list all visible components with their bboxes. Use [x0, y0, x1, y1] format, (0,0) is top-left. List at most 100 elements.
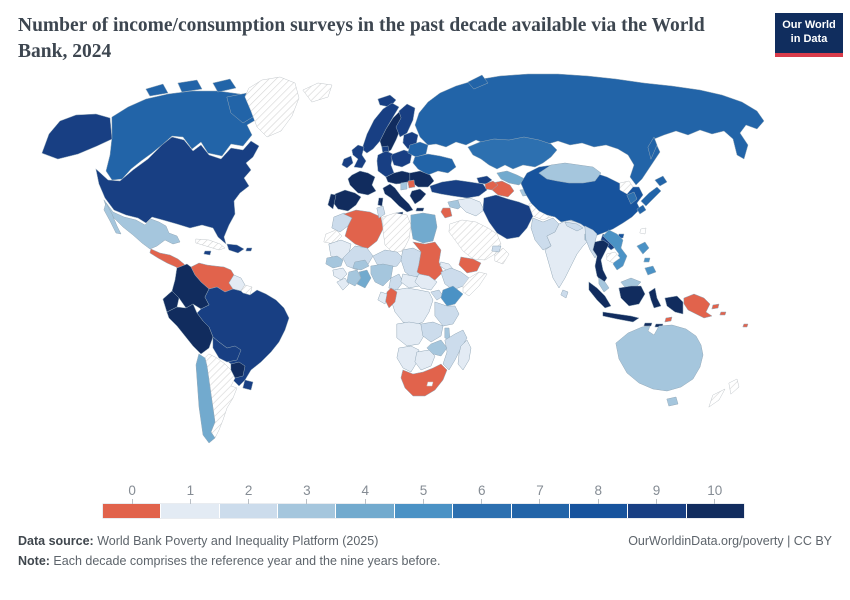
- country-canada[interactable]: [105, 90, 266, 181]
- country-uae[interactable]: [491, 245, 502, 253]
- country-cameroon[interactable]: [388, 273, 404, 291]
- country-ghana[interactable]: [356, 269, 372, 289]
- country-bosnia[interactable]: [400, 181, 408, 191]
- country-turkey[interactable]: [429, 179, 488, 199]
- country-serbia[interactable]: [407, 179, 416, 189]
- country-tanzania[interactable]: [434, 301, 460, 327]
- country-france[interactable]: [347, 170, 377, 196]
- country-finland[interactable]: [395, 103, 416, 138]
- legend-swatch-3[interactable]: [278, 504, 337, 518]
- country-russia-novaya-zemlya[interactable]: [467, 74, 489, 90]
- owid-logo[interactable]: Our World in Data: [775, 13, 843, 57]
- country-canada-arctic[interactable]: [212, 78, 237, 93]
- country-congo[interactable]: [384, 287, 398, 309]
- country-libya[interactable]: [382, 212, 412, 254]
- legend-swatch-5[interactable]: [394, 504, 454, 518]
- legend-swatch-8[interactable]: [569, 504, 629, 518]
- country-new-zealand-south[interactable]: [708, 388, 726, 408]
- country-burkina-faso[interactable]: [352, 259, 370, 271]
- country-ukraine[interactable]: [412, 153, 457, 176]
- owid-license-link[interactable]: OurWorldinData.org/poverty | CC BY: [628, 534, 832, 548]
- country-algeria[interactable]: [343, 209, 384, 250]
- country-uk[interactable]: [351, 144, 367, 169]
- country-nigeria[interactable]: [370, 263, 394, 287]
- legend-swatch-10[interactable]: [686, 504, 744, 518]
- country-png-new-britain[interactable]: [711, 303, 720, 310]
- country-cambodia[interactable]: [606, 251, 621, 264]
- country-cote-divoire[interactable]: [346, 269, 362, 287]
- country-mexico-baja[interactable]: [103, 202, 122, 235]
- country-zimbabwe[interactable]: [426, 339, 448, 357]
- country-solomon-islands[interactable]: [719, 311, 727, 316]
- legend-swatch-1[interactable]: [161, 504, 220, 518]
- country-bolivia[interactable]: [212, 336, 242, 363]
- country-lesotho[interactable]: [426, 381, 434, 387]
- country-western-sahara[interactable]: [323, 229, 343, 245]
- country-philippines-visayas[interactable]: [643, 257, 651, 263]
- country-papua-new-guinea[interactable]: [683, 293, 713, 319]
- country-sierra-leone-liberia[interactable]: [336, 277, 350, 291]
- country-germany[interactable]: [376, 150, 395, 178]
- country-egypt[interactable]: [410, 212, 438, 244]
- country-malaysia-borneo[interactable]: [620, 277, 642, 289]
- country-australia[interactable]: [615, 324, 704, 392]
- country-canada-arctic[interactable]: [145, 83, 169, 97]
- country-ecuador[interactable]: [162, 290, 180, 313]
- country-fiji[interactable]: [742, 323, 749, 328]
- country-belarus[interactable]: [407, 141, 429, 158]
- country-drc[interactable]: [390, 287, 434, 327]
- country-canada-arctic[interactable]: [177, 79, 203, 93]
- country-italy[interactable]: [382, 183, 414, 213]
- country-chile[interactable]: [195, 353, 216, 444]
- country-north-korea[interactable]: [619, 180, 634, 195]
- country-greenland[interactable]: [244, 76, 300, 138]
- country-botswana[interactable]: [414, 349, 436, 371]
- country-mexico[interactable]: [103, 199, 181, 250]
- country-ireland[interactable]: [341, 155, 354, 169]
- country-nepal[interactable]: [564, 221, 584, 232]
- country-portugal[interactable]: [327, 193, 337, 210]
- legend-swatch-9[interactable]: [628, 504, 687, 518]
- country-tasmania[interactable]: [666, 396, 679, 407]
- country-norway[interactable]: [361, 102, 400, 154]
- country-vietnam[interactable]: [602, 229, 628, 271]
- legend-swatch-6[interactable]: [453, 504, 512, 518]
- country-greece[interactable]: [409, 188, 427, 205]
- country-indonesia-sumatra[interactable]: [588, 281, 612, 309]
- country-alaska[interactable]: [41, 113, 113, 160]
- country-poland[interactable]: [390, 149, 413, 168]
- country-sudan[interactable]: [412, 241, 444, 281]
- country-iraq[interactable]: [457, 197, 485, 217]
- country-south-africa[interactable]: [400, 363, 448, 397]
- country-new-zealand-north[interactable]: [728, 378, 740, 395]
- country-usa[interactable]: [95, 136, 260, 245]
- legend-swatch-4[interactable]: [336, 504, 395, 518]
- country-italy-sardinia[interactable]: [377, 197, 384, 207]
- country-angola[interactable]: [396, 321, 426, 347]
- country-uruguay[interactable]: [242, 379, 254, 391]
- country-indonesia-java[interactable]: [602, 311, 640, 323]
- country-somalia[interactable]: [462, 271, 488, 297]
- country-malaysia-peninsula[interactable]: [598, 277, 610, 293]
- country-kenya[interactable]: [440, 285, 464, 307]
- country-mozambique[interactable]: [442, 329, 468, 371]
- country-guinea[interactable]: [332, 267, 348, 281]
- country-jordan[interactable]: [440, 207, 453, 219]
- legend-swatch-2[interactable]: [219, 504, 279, 518]
- country-russia-sakhalin[interactable]: [647, 136, 658, 160]
- country-philippines-mindanao[interactable]: [644, 265, 657, 276]
- country-taiwan[interactable]: [639, 227, 647, 235]
- country-sri-lanka[interactable]: [560, 289, 569, 299]
- country-iran[interactable]: [482, 194, 534, 240]
- country-japan-hokkaido[interactable]: [654, 175, 668, 187]
- country-indonesia-kalimantan[interactable]: [618, 285, 646, 307]
- country-hispaniola[interactable]: [226, 243, 245, 254]
- country-madagascar[interactable]: [457, 339, 472, 371]
- country-indonesia-lesser-sunda[interactable]: [643, 322, 653, 327]
- country-mongolia[interactable]: [538, 162, 602, 184]
- country-indonesia-sulawesi[interactable]: [648, 287, 662, 309]
- country-senegal[interactable]: [325, 255, 344, 269]
- country-tunisia[interactable]: [376, 205, 386, 219]
- country-japan-kyushu[interactable]: [636, 204, 647, 215]
- country-south-sudan[interactable]: [414, 273, 438, 291]
